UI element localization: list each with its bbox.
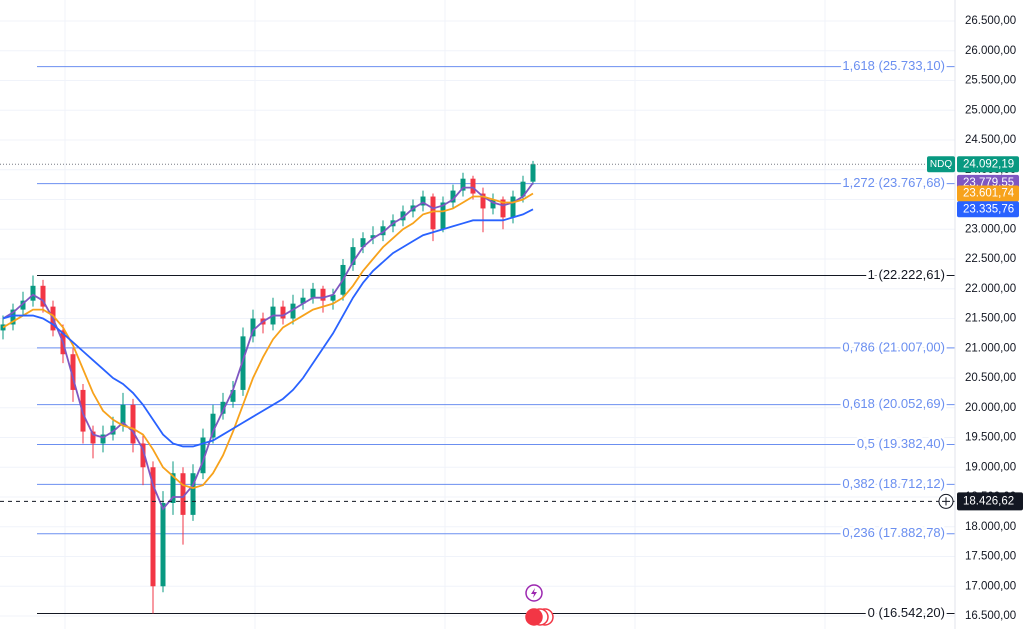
candle-body <box>510 196 516 218</box>
symbol-label: NDQ <box>930 159 952 170</box>
candle-body <box>440 202 446 230</box>
candle-body <box>360 238 366 248</box>
event-icons <box>525 584 554 626</box>
candle-body <box>430 196 436 230</box>
candle-body <box>230 389 236 402</box>
y-tick-label: 18.000,00 <box>965 521 1016 533</box>
y-tick-label: 21.000,00 <box>965 342 1016 354</box>
candle-body <box>200 437 206 474</box>
candle-body <box>490 199 496 209</box>
candle-body <box>70 354 76 390</box>
moving-average <box>2 208 534 448</box>
price-badge <box>957 201 1019 218</box>
price-badge <box>957 156 1019 173</box>
candle-body <box>470 178 476 194</box>
candle-body <box>520 181 526 197</box>
y-tick-label: 20.000,00 <box>965 402 1016 414</box>
candle-body <box>500 199 506 218</box>
candle-body <box>180 473 186 515</box>
y-tick-label: 24.500,00 <box>965 134 1016 146</box>
y-tick-label: 16.500,00 <box>965 610 1016 622</box>
y-tick-label: 25.500,00 <box>965 75 1016 87</box>
crosshair-badge <box>957 492 1023 511</box>
y-tick-label: 20.500,00 <box>965 372 1016 384</box>
y-tick-label: 22.500,00 <box>965 253 1016 265</box>
candle-body <box>300 297 306 304</box>
candle-body <box>350 247 356 265</box>
candle-body <box>320 288 326 301</box>
fib-label: 0,5 (19.382,40) <box>857 436 945 451</box>
candle-body <box>20 300 26 310</box>
crosshair-label: 18.426,62 <box>963 495 1014 507</box>
candle-body <box>450 190 456 203</box>
candle-body <box>130 404 136 444</box>
candle-body <box>10 309 16 325</box>
candle-body <box>120 404 126 426</box>
candle-body <box>220 401 226 414</box>
candle-body <box>240 336 246 390</box>
y-tick-label: 23.000,00 <box>965 223 1016 235</box>
symbol-badge <box>927 156 955 173</box>
plot <box>0 0 955 629</box>
fib-label: 0,382 (18.712,12) <box>842 476 945 491</box>
fib-label: 1,618 (25.733,10) <box>842 58 945 73</box>
candle-body <box>110 425 116 435</box>
fib-label: 0,236 (17.882,78) <box>842 525 945 540</box>
event-icon-bolt <box>531 588 537 598</box>
candle-body <box>420 196 426 206</box>
y-tick-label: 17.000,00 <box>965 580 1016 592</box>
y-tick-label: 25.000,00 <box>965 104 1016 116</box>
flag-icon[interactable] <box>525 608 543 626</box>
candle-body <box>380 226 386 236</box>
candle-body <box>280 306 286 319</box>
candle-body <box>460 178 466 191</box>
candle-body <box>400 211 406 221</box>
candle-body <box>480 193 486 209</box>
candle-body <box>250 318 256 337</box>
candle-body <box>30 285 36 301</box>
candle-body <box>290 303 296 319</box>
candle-body <box>210 413 216 438</box>
add-button-plus <box>942 497 950 506</box>
price-badge-label: 23.335,76 <box>963 203 1014 215</box>
fib-label: 0,618 (20.052,69) <box>842 396 945 411</box>
y-tick-label: 19.000,00 <box>965 461 1016 473</box>
y-tick-label: 17.500,00 <box>965 551 1016 563</box>
candle-body <box>170 473 176 503</box>
fib-label: 0 (16.542,20) <box>868 605 945 620</box>
candle-body <box>140 443 146 468</box>
y-tick-label: 22.000,00 <box>965 283 1016 295</box>
candle-body <box>90 431 96 444</box>
price-badge <box>957 185 1019 202</box>
moving-average <box>2 182 534 511</box>
candle-body <box>310 288 316 298</box>
candle-body <box>330 294 336 301</box>
y-tick-label: 21.500,00 <box>965 313 1016 325</box>
candle-body <box>370 235 376 239</box>
overlay: 16.500,0017.000,0017.500,0018.000,0018.5… <box>840 15 1023 622</box>
price-badge-label: 23.601,74 <box>963 187 1015 199</box>
candle-body <box>530 164 536 182</box>
candle-body <box>40 285 46 307</box>
candle-body <box>160 502 166 587</box>
y-tick-label: 26.500,00 <box>965 15 1016 27</box>
y-tick-label: 26.000,00 <box>965 45 1016 57</box>
price-badge-label: 24.092,19 <box>963 158 1014 170</box>
candle-body <box>190 473 196 515</box>
fib-label: 0,786 (21.007,00) <box>842 339 945 354</box>
candle-body <box>100 434 106 444</box>
fib-label: 1 (22.222,61) <box>868 267 945 282</box>
fib-label: 1,272 (23.767,68) <box>842 175 945 190</box>
candle-body <box>150 467 156 587</box>
moving-average <box>2 192 534 490</box>
y-tick-label: 19.500,00 <box>965 432 1016 444</box>
